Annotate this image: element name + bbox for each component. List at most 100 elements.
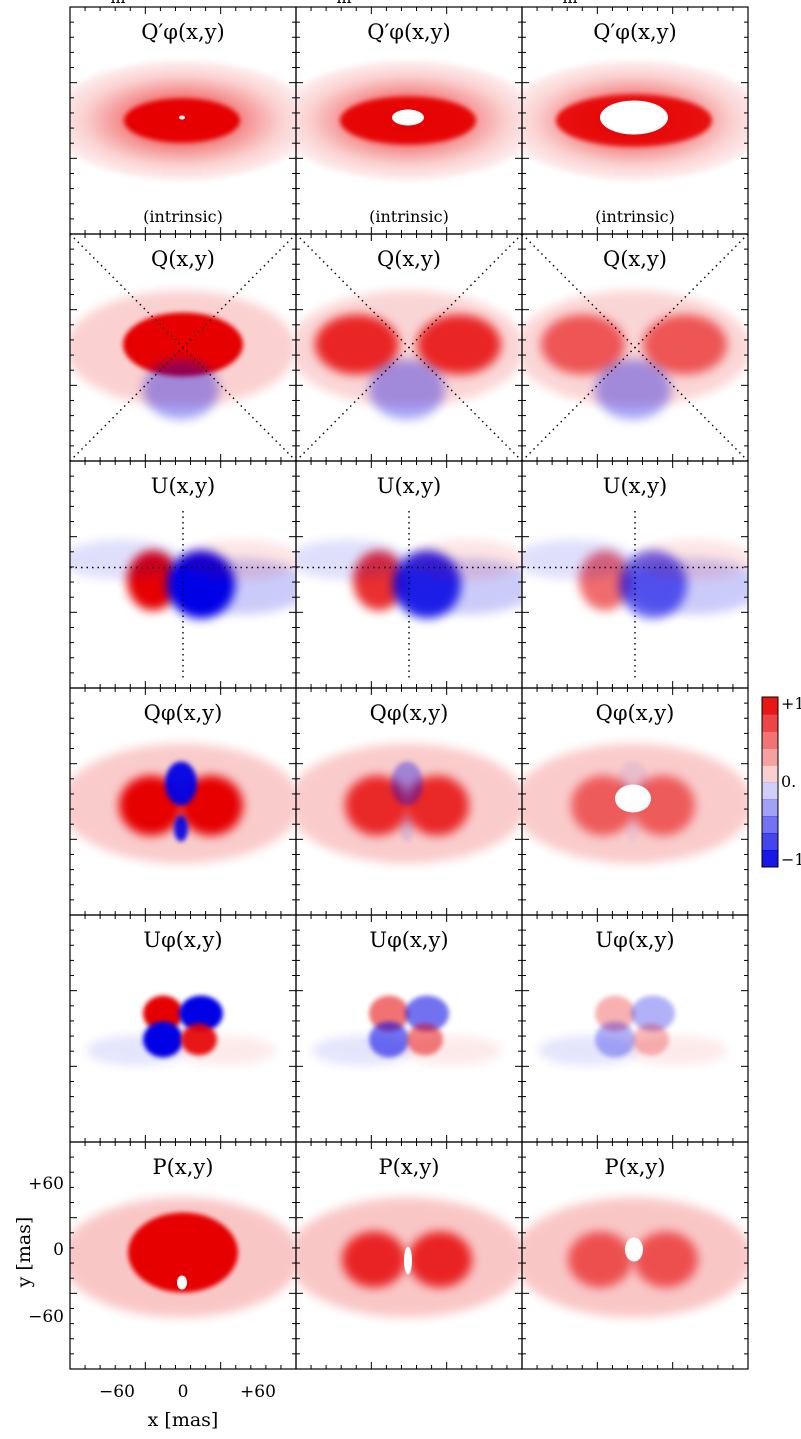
panel-ticks xyxy=(522,915,748,1142)
panel-title: Q(x,y) xyxy=(603,247,667,271)
dotted-diagonal xyxy=(296,234,522,461)
colorbar-level xyxy=(762,833,778,851)
color-lobe xyxy=(179,995,223,1032)
map-panel xyxy=(296,1197,522,1318)
color-lobe xyxy=(174,815,188,842)
color-lobe xyxy=(595,995,635,1032)
panel-title: Q′φ(x,y) xyxy=(141,20,224,44)
color-lobe xyxy=(70,539,181,580)
panel-frame xyxy=(521,1141,749,1370)
map-panel xyxy=(296,60,522,181)
panel-title: Uφ(x,y) xyxy=(369,928,448,952)
color-lobe xyxy=(408,1231,472,1288)
panel-title: U(x,y) xyxy=(603,474,667,498)
color-lobe xyxy=(342,1231,406,1288)
color-lobe xyxy=(538,1035,638,1066)
inner-hole xyxy=(600,100,668,135)
panel-title: P(x,y) xyxy=(379,1155,440,1179)
panel-title: P(x,y) xyxy=(153,1155,214,1179)
colorbar-level xyxy=(762,731,778,749)
panel-title: Uφ(x,y) xyxy=(595,928,674,952)
panel-ticks xyxy=(522,1142,748,1369)
color-lobe xyxy=(312,1035,412,1066)
map-panel xyxy=(70,511,296,678)
y-axis-label: y [mas] xyxy=(13,1217,35,1289)
color-lobe xyxy=(296,539,407,580)
map-panel xyxy=(296,511,522,678)
inner-hole xyxy=(179,115,185,120)
color-lobe xyxy=(181,539,296,580)
color-lobe xyxy=(176,1035,276,1066)
color-lobe xyxy=(405,995,449,1032)
colorbar-frame xyxy=(761,696,779,868)
panel-ticks xyxy=(70,915,296,1142)
panel-ticks xyxy=(522,461,748,688)
top-edge-fragments: m m m xyxy=(110,0,577,7)
panel-ticks xyxy=(522,7,748,234)
panel-ticks xyxy=(522,234,748,461)
color-lobe xyxy=(634,1231,698,1288)
color-lobe xyxy=(407,539,522,580)
inner-hole xyxy=(177,1275,187,1290)
intrinsic-label: (intrinsic) xyxy=(595,207,675,226)
dotted-diagonal xyxy=(522,234,748,461)
color-lobe xyxy=(631,995,675,1032)
colorbar-label: −1 xyxy=(781,850,801,869)
color-lobe xyxy=(296,290,522,407)
top-fragment-1: m xyxy=(110,0,125,7)
x-tick-label: +60 xyxy=(240,1382,276,1402)
panel-title: Q′φ(x,y) xyxy=(367,20,450,44)
colorbar: +1 0. −1 xyxy=(761,694,801,869)
map-panel xyxy=(522,60,748,181)
color-lobe xyxy=(143,359,219,420)
top-fragment-2: m xyxy=(336,0,351,7)
y-tick-label: −60 xyxy=(28,1307,64,1327)
colorbar-label: +1 xyxy=(781,694,801,713)
map-panel xyxy=(70,234,296,461)
x-axis-label: x [mas] xyxy=(148,1409,219,1431)
panel-ticks xyxy=(70,7,296,234)
axes-labels: −60 0 +60 x [mas] +60 0 −60 y [mas] xyxy=(13,1174,276,1431)
color-lobe xyxy=(628,1035,728,1066)
panel-title: Q(x,y) xyxy=(377,247,441,271)
color-lobe xyxy=(143,995,183,1032)
colorbar-level xyxy=(762,697,778,715)
color-lobe xyxy=(400,815,414,842)
colorbar-level xyxy=(762,714,778,732)
map-panel xyxy=(522,511,748,678)
color-lobe xyxy=(86,1035,186,1066)
panel-ticks xyxy=(522,688,748,915)
color-lobe xyxy=(369,995,409,1032)
map-panel xyxy=(296,743,522,864)
map-panel xyxy=(70,743,296,864)
intrinsic-label: (intrinsic) xyxy=(369,207,449,226)
inner-hole xyxy=(392,109,424,126)
colorbar-label: 0. xyxy=(781,772,796,791)
panel-ticks xyxy=(70,1142,296,1369)
panel-ticks xyxy=(296,1142,522,1369)
inner-hole xyxy=(615,784,651,813)
colorbar-level xyxy=(762,816,778,834)
y-tick-label: 0 xyxy=(53,1240,64,1260)
color-lobe xyxy=(522,539,633,580)
inner-hole xyxy=(625,1237,643,1262)
color-lobe xyxy=(369,359,445,420)
color-lobe xyxy=(391,761,423,806)
map-panel xyxy=(70,60,296,181)
panel-title: Qφ(x,y) xyxy=(370,701,449,725)
map-panel xyxy=(538,995,728,1066)
panel-ticks xyxy=(296,234,522,461)
colorbar-level xyxy=(762,799,778,817)
map-panel xyxy=(312,995,502,1066)
panel-title: Q(x,y) xyxy=(151,247,215,271)
map-panel xyxy=(522,743,748,864)
inner-hole xyxy=(404,1246,412,1275)
map-panel xyxy=(70,1197,296,1318)
x-tick-label: −60 xyxy=(99,1382,135,1402)
panel-title: Qφ(x,y) xyxy=(596,701,675,725)
map-panel xyxy=(86,995,276,1066)
panel-title: Q′φ(x,y) xyxy=(593,20,676,44)
panel-ticks xyxy=(296,915,522,1142)
colorbar-level xyxy=(762,748,778,766)
panel-ticks xyxy=(70,461,296,688)
